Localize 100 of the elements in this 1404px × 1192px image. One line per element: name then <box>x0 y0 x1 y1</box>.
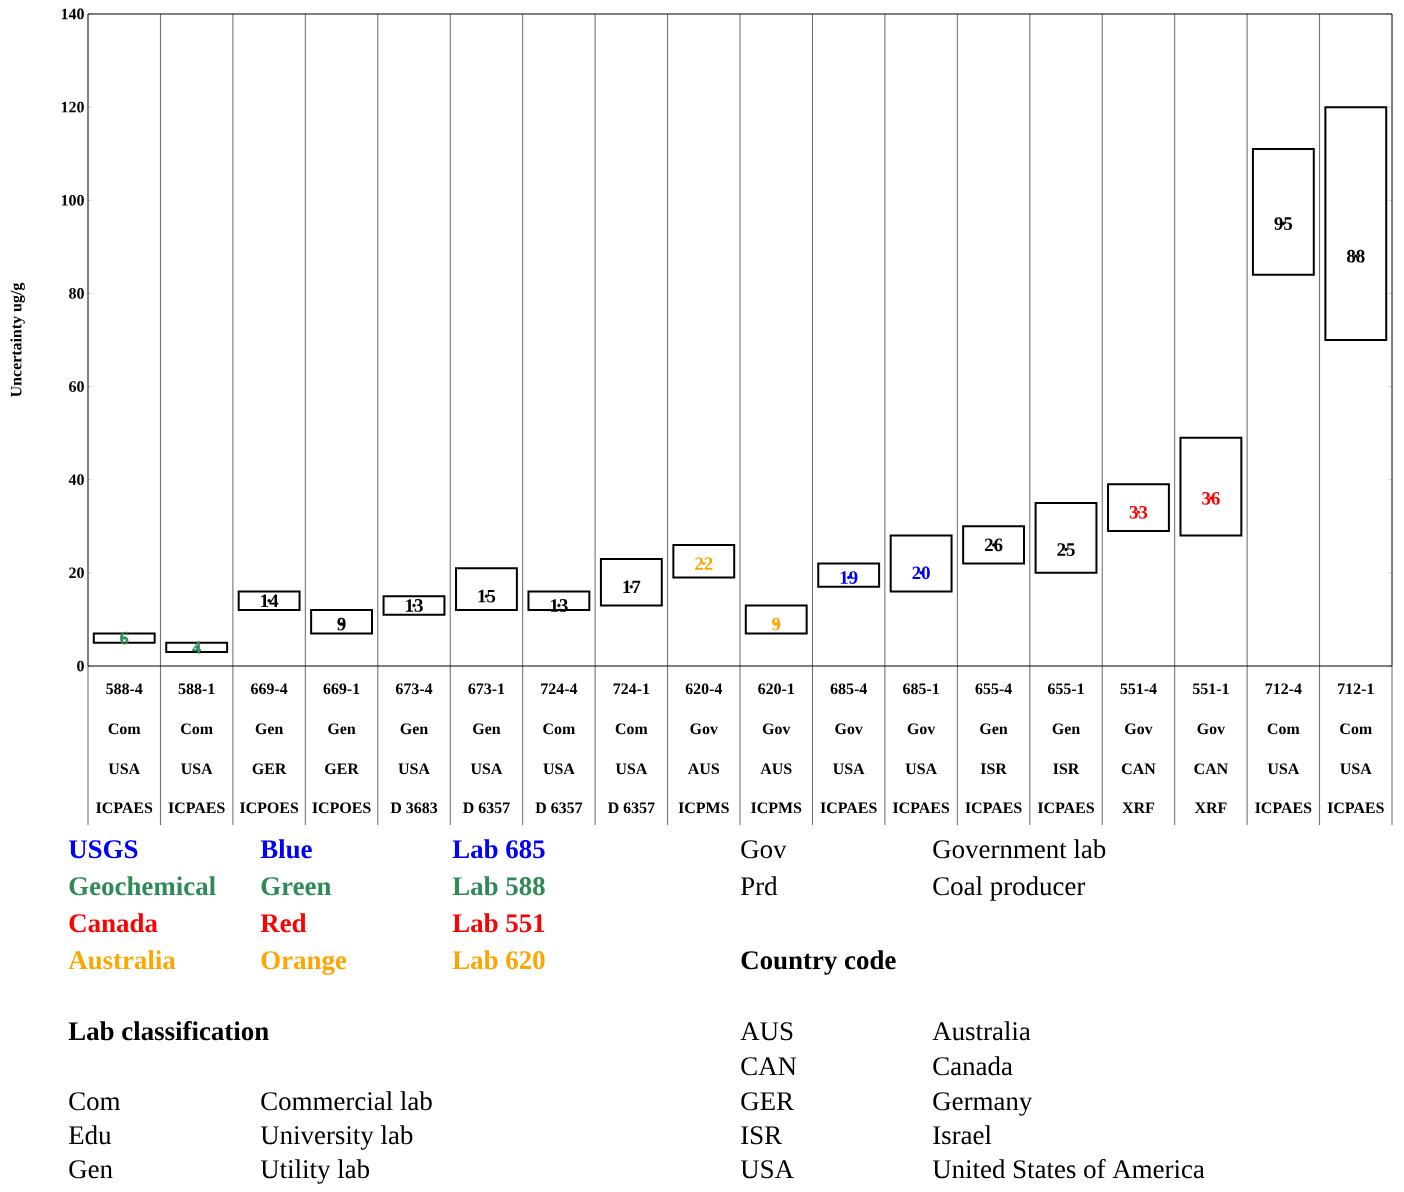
text: ICPAES <box>168 802 225 814</box>
y-tick-label: 20 <box>69 567 84 579</box>
x-tick-label: 669-1 <box>323 683 360 695</box>
text: USA <box>833 763 865 775</box>
text: AUS <box>740 1022 793 1041</box>
text: Government lab <box>933 839 1106 859</box>
y-tick-label: 60 <box>69 381 84 392</box>
text: Gen <box>69 1160 113 1179</box>
y-axis-title: Uncertainty ug/g <box>10 282 25 397</box>
text: Com <box>1267 723 1300 735</box>
data-label: 17 <box>623 580 641 594</box>
data-label: 6 <box>120 631 129 645</box>
text: USGS <box>68 840 138 859</box>
x-tick-label: 551-1 <box>1192 683 1229 695</box>
text: USA <box>740 1160 794 1179</box>
text: D 6357 <box>463 802 510 814</box>
bar <box>92 632 156 644</box>
bar <box>744 604 808 635</box>
text: AUS <box>688 763 720 775</box>
text: ICPAES <box>1255 802 1312 814</box>
text: Australia <box>932 1021 1031 1041</box>
text: Com <box>69 1092 121 1111</box>
text: GER <box>741 1092 794 1111</box>
data-label: 13 <box>406 599 423 612</box>
text: USA <box>398 763 430 775</box>
text: United States of America <box>932 1159 1205 1179</box>
text: D 3683 <box>390 802 438 814</box>
text: Commercial lab <box>261 1091 432 1111</box>
data-label: 14 <box>261 594 279 608</box>
text: Lab 551 <box>452 913 545 933</box>
text: ICPMS <box>678 802 729 814</box>
bar <box>1251 148 1315 276</box>
text: ISR <box>980 763 1007 775</box>
x-tick-label: 712-4 <box>1265 683 1302 694</box>
text: Geochemical <box>69 876 216 896</box>
bar <box>455 567 518 612</box>
text: USA <box>181 763 213 775</box>
bar <box>599 557 663 607</box>
text: Gen <box>255 723 284 735</box>
text: XRF <box>1194 802 1227 813</box>
y-tick-label: 120 <box>61 101 84 113</box>
data-label: 9 <box>337 617 346 631</box>
data-label: 36 <box>1202 491 1220 505</box>
text: Edu <box>68 1125 112 1145</box>
text: Canada <box>933 1056 1013 1076</box>
text: Utility lab <box>260 1159 370 1184</box>
x-tick-label: 620-4 <box>685 683 723 695</box>
bar <box>165 641 229 654</box>
x-tick-label: 551-4 <box>1120 683 1157 695</box>
text: ICPAES <box>965 802 1022 814</box>
text: Com <box>615 723 648 735</box>
text: Gov <box>835 723 863 735</box>
x-tick-label: 673-4 <box>395 683 433 695</box>
bar <box>1034 502 1098 574</box>
y-tick-label: 140 <box>61 8 84 20</box>
text: D 6357 <box>535 802 583 814</box>
x-tick-label: 712-1 <box>1338 683 1374 694</box>
text: Com <box>543 723 575 735</box>
y-tick-label: 0 <box>77 660 84 672</box>
text: Lab 588 <box>452 876 545 896</box>
text: Gen <box>400 723 428 735</box>
data-label: 15 <box>478 589 496 603</box>
data-label: 33 <box>1129 505 1148 519</box>
text: Gov <box>690 723 718 735</box>
text: Lab classification <box>68 1021 269 1041</box>
x-tick-label: 588-1 <box>178 683 215 695</box>
bar <box>1107 483 1170 532</box>
text: ICPAES <box>820 802 877 814</box>
text: Country code <box>741 950 896 975</box>
text: ICPOES <box>239 802 299 814</box>
data-label: 26 <box>984 538 1003 552</box>
text: CAN <box>1194 763 1228 775</box>
text: ICPAES <box>96 802 153 814</box>
text: Red <box>260 913 307 933</box>
text: GER <box>252 763 287 775</box>
text: Gen <box>473 723 501 735</box>
text: Gov <box>741 840 787 859</box>
data-label: 22 <box>695 557 713 570</box>
text: ISR <box>1053 763 1080 775</box>
x-tick-label: 655-4 <box>975 683 1012 695</box>
x-tick-label: 669-4 <box>251 683 288 695</box>
text: Gen <box>1052 723 1080 735</box>
x-tick-label: 588-4 <box>106 683 143 695</box>
text: Lab 620 <box>452 950 545 970</box>
text: Gov <box>1197 723 1226 735</box>
data-label: 25 <box>1057 543 1075 556</box>
text: USA <box>470 763 503 775</box>
x-tick-label: 685-1 <box>903 683 939 695</box>
text: D 6357 <box>607 802 655 814</box>
data-label: 9 <box>772 617 781 631</box>
text: XRF <box>1122 802 1155 813</box>
text: USA <box>615 763 648 775</box>
x-tick-label: 673-1 <box>468 683 505 695</box>
text: USA <box>905 763 937 775</box>
text: CAN <box>1121 763 1156 775</box>
text: ICPAES <box>1037 802 1094 814</box>
text: CAN <box>741 1057 797 1076</box>
bar <box>1324 106 1388 341</box>
text: Gen <box>328 723 356 735</box>
text: Gov <box>907 723 936 735</box>
